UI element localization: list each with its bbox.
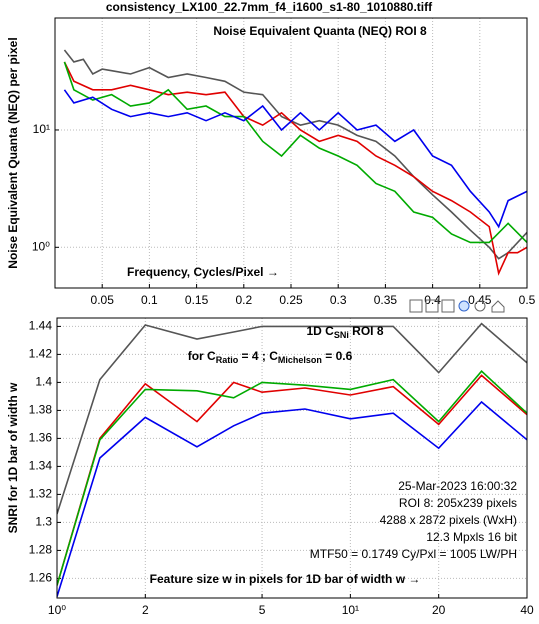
y-tick-label: 1.42 [29, 347, 53, 361]
y-axis-label: Noise Equivalent Quanta (NEQ) per pixel [6, 37, 20, 268]
zoom-in-tool[interactable] [458, 300, 470, 312]
charts: 0.05 0.1 0.15 0.2 0.25 0.3 0.35 0.4 0.45 0.510⁰10… [6, 0, 535, 617]
x-tick-label: 0.35 [374, 293, 398, 307]
plot-border [54, 17, 528, 289]
info-line: ROI 8: 205x239 pixels [399, 496, 517, 510]
annotation: for CRatio = 4 ; CMichelson = 0.6 [188, 349, 353, 365]
y-tick-label: 1.44 [29, 319, 53, 333]
series-line [57, 370, 527, 586]
annotation: 1D CSNi ROI 8 [306, 324, 383, 340]
series-line [63, 49, 527, 260]
text-part: = 4 ; C [238, 349, 278, 363]
y-tick-label: 1.4 [35, 375, 52, 389]
x-tick-label: 0.45 [468, 293, 492, 307]
subscript: SNi [334, 330, 349, 340]
x-tick-label: 10⁰ [48, 603, 66, 617]
series-line [57, 400, 527, 597]
x-tick-label: 40 [520, 603, 534, 617]
x-tick-label: 0.15 [185, 293, 209, 307]
y-tick-label: 1.34 [29, 459, 53, 473]
series-line [63, 89, 527, 229]
x-tick-label: 0.3 [330, 293, 347, 307]
x-tick-label: 0.5 [519, 293, 536, 307]
series-line [57, 322, 527, 515]
info-line: 4288 x 2872 pixels (WxH) [380, 513, 517, 527]
x-tick-label: 0.1 [141, 293, 158, 307]
plot-border [56, 317, 528, 599]
y-tick-label: 1.28 [29, 543, 53, 557]
y-tick-label: 10⁰ [32, 239, 50, 253]
text-part: ROI 8 [349, 324, 384, 338]
y-axis-label: SNRI for 1D bar of width w [6, 382, 20, 533]
home-tool[interactable] [491, 300, 505, 313]
x-tick-label: 0.25 [279, 293, 303, 307]
text-part: 1D C [306, 324, 334, 338]
y-tick-label: 1.3 [35, 515, 52, 529]
x-tick-label: 2 [142, 603, 149, 617]
subscript: Michelson [278, 355, 322, 365]
y-tick-label: 10¹ [33, 122, 50, 136]
series-line [57, 374, 527, 586]
toolbar [409, 299, 505, 313]
series-line [63, 61, 527, 276]
series-group [63, 49, 527, 276]
y-tick-label: 1.38 [29, 403, 53, 417]
y-tick-label: 1.32 [29, 487, 53, 501]
x-tick-label: 20 [432, 603, 446, 617]
zoom-out-tool[interactable] [474, 300, 486, 312]
x-axis-label: Feature size w in pixels for 1D bar of w… [150, 572, 421, 586]
chart-title: Noise Equivalent Quanta (NEQ) ROI 8 [213, 24, 427, 38]
file-name: consistency_LX100_22.7mm_f4_i1600_s1-80_… [106, 0, 433, 14]
subscript: Ratio [216, 355, 239, 365]
text-part: = 0.6 [322, 349, 353, 363]
y-tick-label: 1.36 [29, 431, 53, 445]
info-line: 12.3 Mpxls 16 bit [426, 530, 517, 544]
y-tick-label: 1.26 [29, 571, 53, 585]
x-tick-label: 0.2 [235, 293, 252, 307]
x-tick-label: 0.05 [91, 293, 115, 307]
x-tick-label: 5 [259, 603, 266, 617]
x-axis-label: Frequency, Cycles/Pixel → [127, 265, 279, 279]
series-line [63, 61, 527, 244]
info-line: MTF50 = 0.1749 Cy/Pxl = 1005 LW/PH [310, 547, 517, 561]
info-line: 25-Mar-2023 16:00:32 [398, 479, 517, 493]
pan-tool[interactable] [441, 299, 455, 313]
series-group [57, 322, 527, 597]
datatip-tool[interactable] [425, 299, 439, 313]
text-part: for C [188, 349, 216, 363]
brush-tool[interactable] [409, 299, 423, 313]
x-tick-label: 10¹ [342, 603, 359, 617]
